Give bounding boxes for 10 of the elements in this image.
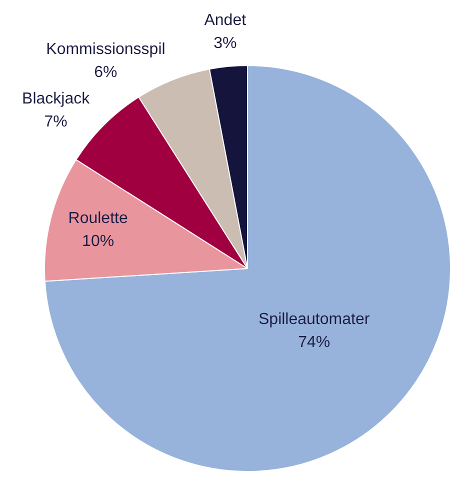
data-label: 7% (44, 114, 68, 131)
data-label: 10% (82, 233, 114, 250)
slice-label: Andet (204, 12, 247, 30)
slice-label: Kommissionsspil (46, 40, 166, 58)
data-label: 3% (214, 35, 237, 52)
data-label: 6% (94, 64, 118, 81)
slice-label: Roulette (68, 210, 128, 228)
slice-label: Blackjack (22, 90, 91, 108)
data-label: 74% (298, 334, 330, 352)
slice-label: Spilleautomater (258, 311, 370, 328)
